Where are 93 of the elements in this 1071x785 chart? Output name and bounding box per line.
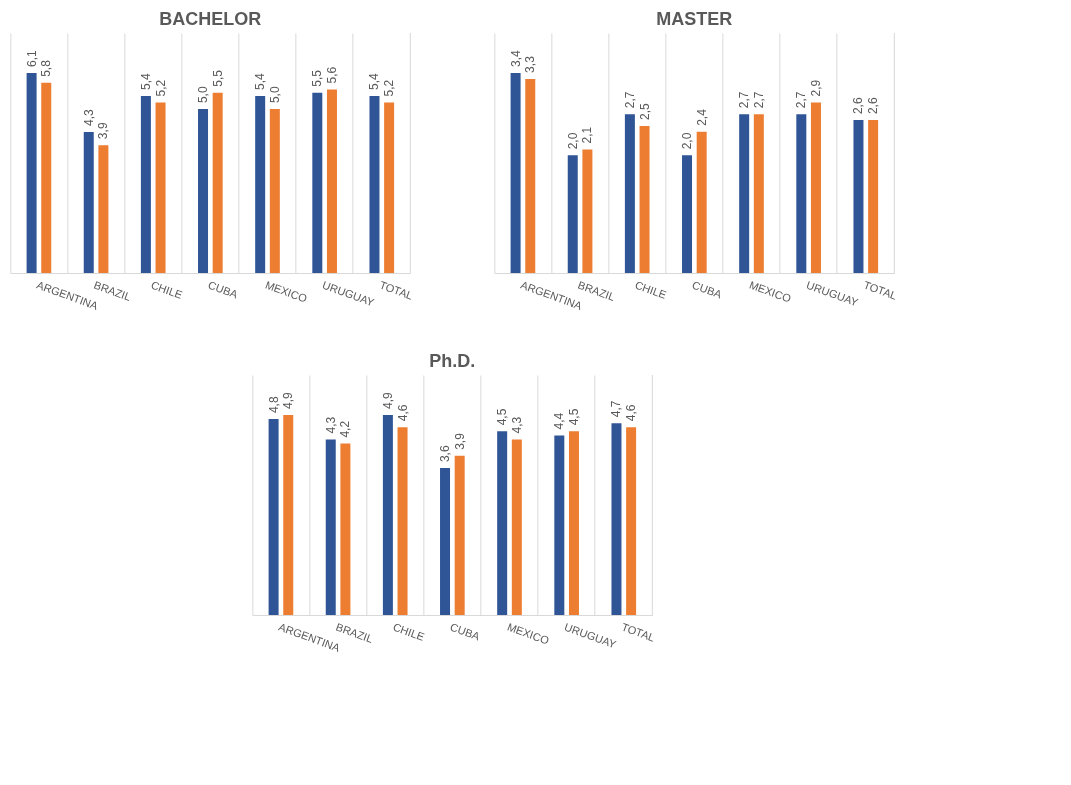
data-label: 2,9 [808,79,823,97]
bar [269,109,280,273]
bar [682,155,693,273]
bar [868,120,879,273]
bar [739,114,750,273]
data-label: 4,3 [509,416,524,434]
bar [369,95,380,273]
data-label: 3,9 [452,432,467,450]
bar [511,439,522,615]
bar [382,415,393,615]
data-label: 2,7 [737,91,752,109]
data-label: 4,9 [281,391,296,409]
data-label: 4,9 [380,391,395,409]
data-label: 3,9 [96,122,111,140]
data-label: 4,5 [566,408,581,426]
bar [582,149,593,273]
bar [497,431,508,615]
data-label: 4,7 [609,400,624,418]
bar [696,131,707,273]
bar [454,455,465,615]
bar [340,443,351,615]
data-label: 4,3 [323,416,338,434]
data-label: 5,0 [267,86,282,104]
data-label: 2,4 [694,108,709,126]
data-label: 5,8 [39,59,54,77]
bar [83,132,94,273]
data-label: 5,2 [153,79,168,97]
bar [212,92,223,273]
bar [283,415,294,615]
data-label: 2,7 [622,91,637,109]
bar [140,95,151,273]
bar [384,102,395,273]
data-label: 2,6 [851,97,866,115]
bar [312,92,323,273]
x-tick-label: CUBA [448,620,483,643]
data-label: 5,2 [382,79,397,97]
chart-title: Ph.D. [429,350,476,371]
bar [796,114,807,273]
bar [397,427,408,615]
data-label: 4,5 [495,408,510,426]
data-label: 6,1 [24,49,39,67]
bar [568,431,579,615]
chart-title: MASTER [656,8,733,29]
bar [626,427,637,615]
bar [255,95,266,273]
data-label: 4,6 [624,404,639,422]
data-label: 2,0 [680,132,695,150]
bar [510,73,521,273]
data-label: 4,6 [395,404,410,422]
bar [567,155,578,273]
data-label: 5,4 [253,72,268,90]
data-label: 4,8 [266,396,281,414]
data-label: 3,4 [508,49,523,67]
data-label: 5,0 [196,86,211,104]
x-tick-label: CHILE [149,278,185,301]
data-label: 2,0 [565,132,580,150]
bar [853,120,864,273]
data-label: 2,7 [751,91,766,109]
bar [639,125,650,273]
data-label: 4,2 [338,420,353,438]
x-tick-label: CHILE [633,278,669,301]
bar [41,82,52,273]
bar [198,109,209,273]
bar [611,423,622,615]
bar [554,435,565,615]
data-label: 5,5 [310,69,325,87]
bar [268,419,279,615]
x-tick-label: CHILE [391,620,427,643]
bar [525,78,536,273]
data-label: 5,4 [367,72,382,90]
bar [624,114,635,273]
data-label: 5,6 [324,66,339,84]
bar [753,114,764,273]
data-label: 3,6 [438,445,453,463]
bar [440,468,451,615]
bar [325,439,336,615]
bar [155,102,166,273]
x-tick-label: CUBA [206,278,241,301]
chart-title: BACHELOR [159,8,262,29]
data-label: 2,5 [637,102,652,120]
x-tick-label: CUBA [690,278,725,301]
data-label: 2,7 [794,91,809,109]
bar [26,73,37,273]
data-label: 3,3 [523,55,538,73]
data-label: 2,1 [580,126,595,144]
data-label: 2,6 [866,97,881,115]
bar [326,89,337,273]
data-label: 4,4 [552,412,567,430]
bar [810,102,821,273]
bar [98,145,109,273]
data-label: 4,3 [81,109,96,127]
data-label: 5,4 [138,72,153,90]
data-label: 5,5 [210,69,225,87]
